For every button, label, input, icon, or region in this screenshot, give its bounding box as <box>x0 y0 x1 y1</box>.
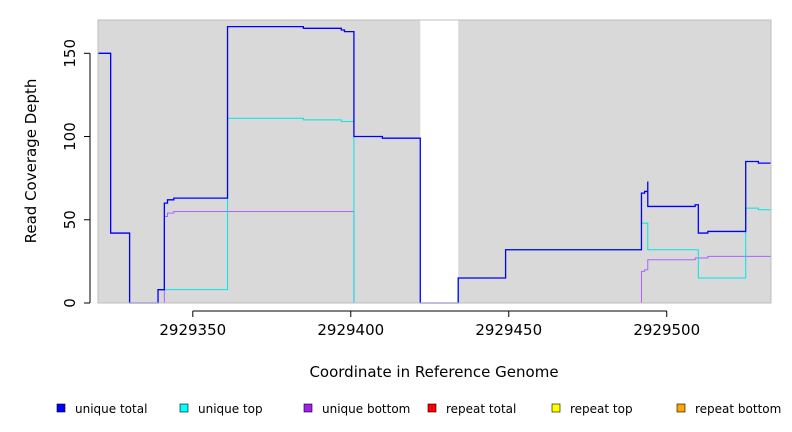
legend-label: repeat bottom <box>695 402 781 416</box>
legend-label: unique total <box>75 402 147 416</box>
plot-frame <box>97 19 772 304</box>
x-tick-label: 2929350 <box>159 321 226 339</box>
legend-label: repeat top <box>570 402 633 416</box>
x-axis: 2929350 2929400 2929450 2929500 <box>159 310 700 339</box>
x-axis-title: Coordinate in Reference Genome <box>309 363 558 381</box>
y-tick-label: 150 <box>61 39 79 68</box>
legend-label: unique top <box>198 402 263 416</box>
legend-label: repeat total <box>446 402 516 416</box>
legend-swatch-repeat-total <box>427 403 437 413</box>
x-tick-label: 2929400 <box>317 321 384 339</box>
gap-region <box>420 20 459 303</box>
y-tick-label: 100 <box>61 122 79 151</box>
legend-label: unique bottom <box>322 402 410 416</box>
legend: unique total unique top unique bottom repea… <box>56 402 781 416</box>
legend-swatch-repeat-top <box>551 403 561 413</box>
x-tick-label: 2929450 <box>475 321 542 339</box>
series-line-unique-total <box>98 26 771 304</box>
legend-swatch-unique-total <box>56 403 66 413</box>
x-tick-label: 2929500 <box>633 321 700 339</box>
legend-swatch-repeat-bottom <box>676 403 686 413</box>
y-tick-label: 50 <box>61 210 79 229</box>
legend-swatch-unique-bottom <box>303 403 313 413</box>
y-axis: 0 50 100 150 <box>61 39 91 308</box>
y-tick-label: 0 <box>61 298 79 308</box>
y-axis-title: Read Coverage Depth <box>22 79 40 244</box>
legend-swatch-unique-top <box>179 403 189 413</box>
